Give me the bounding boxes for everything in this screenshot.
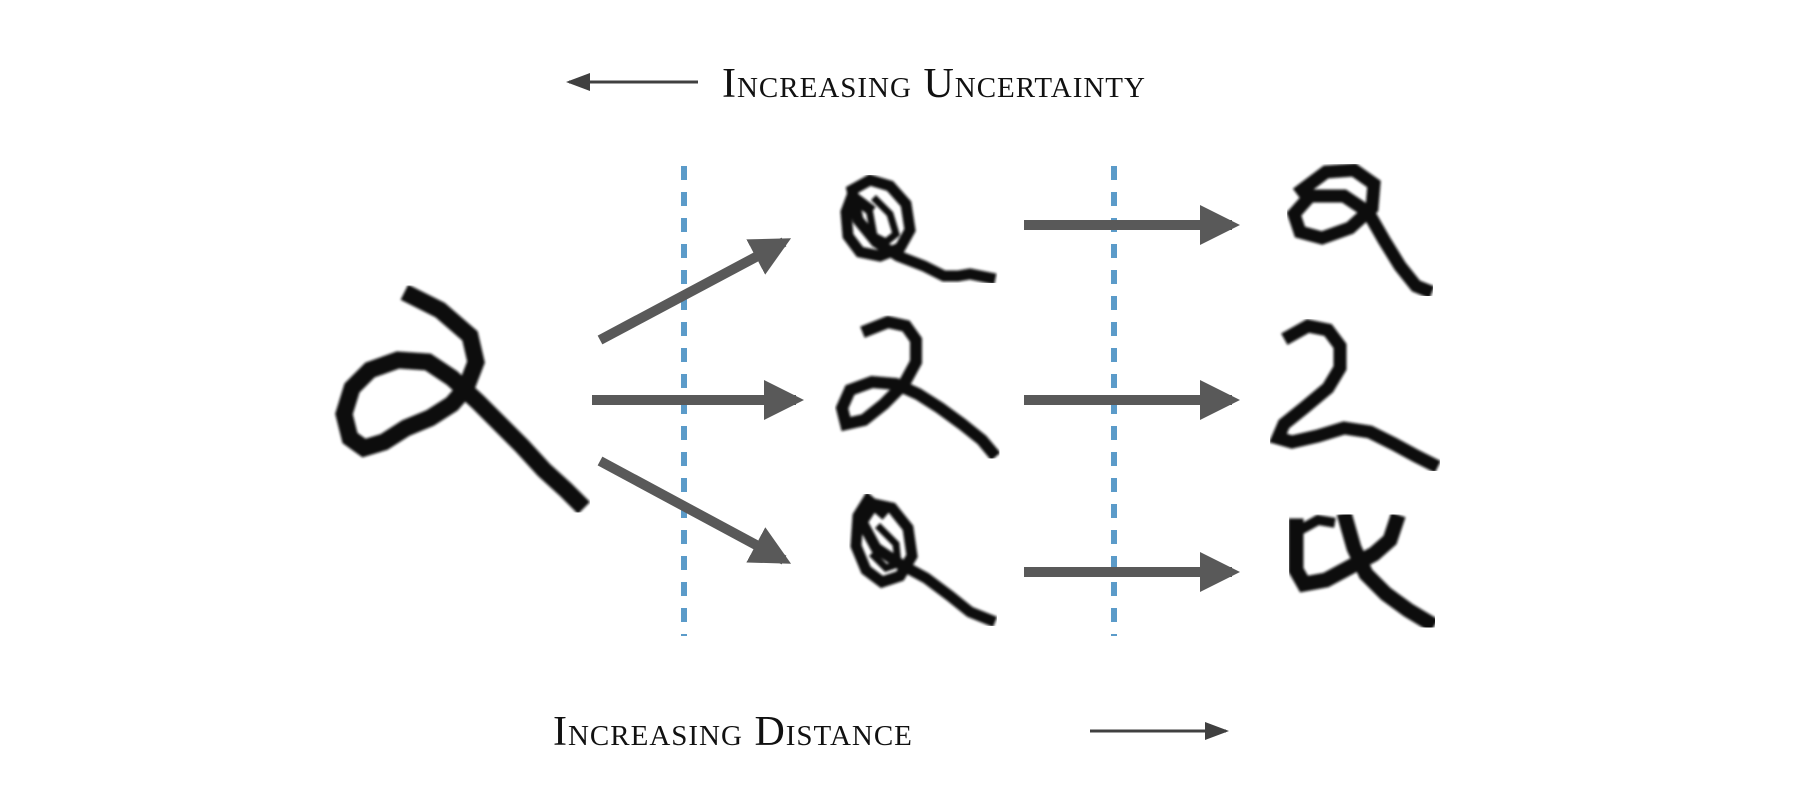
top-label-text: Increasing Uncertainty: [722, 61, 1146, 107]
bottom-label: Increasing Distance: [553, 709, 1229, 755]
right-digit-two-image: [1269, 319, 1441, 473]
right-digit-four-image: [1288, 510, 1439, 633]
arrow-up-icon: [597, 237, 792, 345]
bottom-label-text: Increasing Distance: [553, 709, 913, 755]
top-label: Increasing Uncertainty: [566, 61, 1146, 107]
arrow-down-icon: [597, 456, 792, 565]
right-digit-nine-image: [1286, 163, 1435, 299]
middle-digit-mid-image: [835, 315, 1001, 461]
middle-digit-top-image: [840, 174, 997, 285]
source-digit-image: [335, 284, 591, 515]
middle-digit-bottom-image: [850, 491, 998, 628]
